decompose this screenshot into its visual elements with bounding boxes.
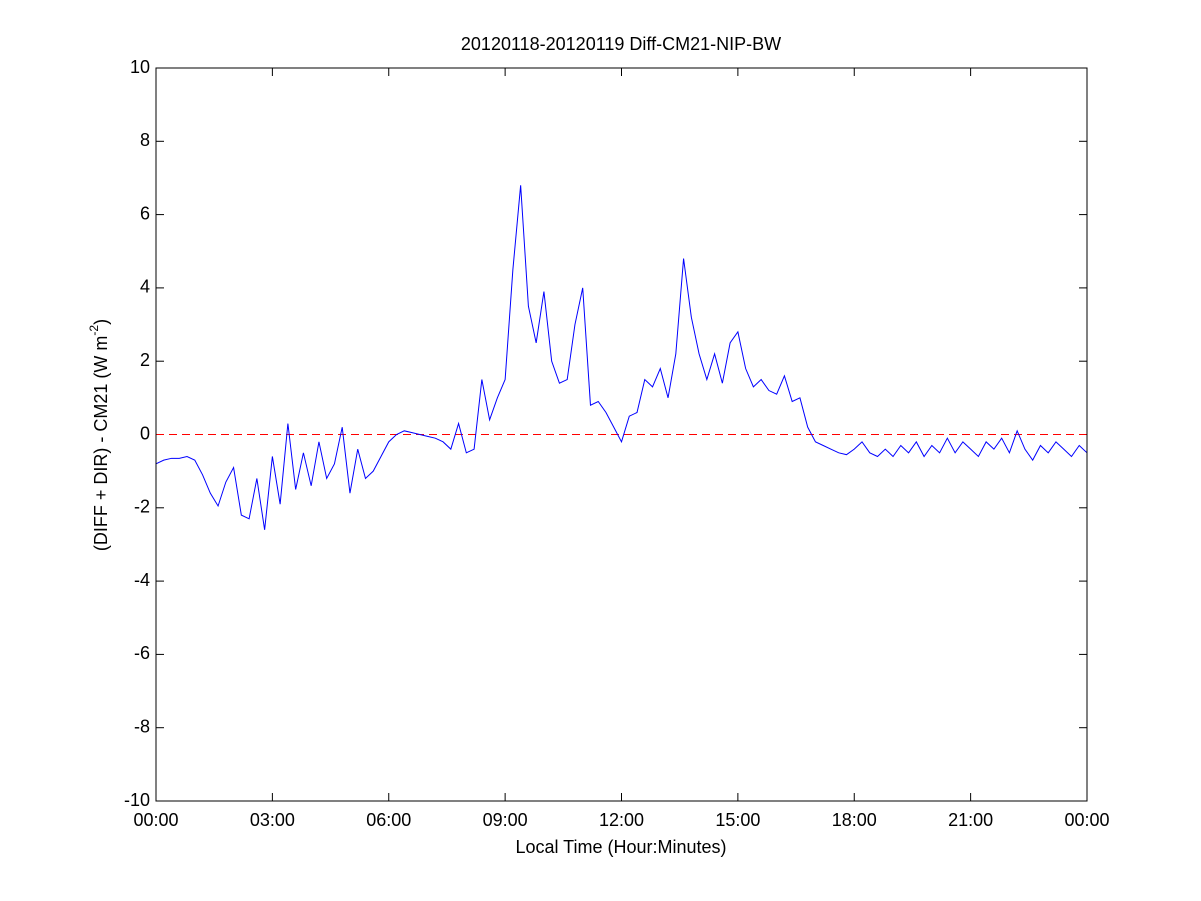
y-axis-label-end: ): [91, 319, 111, 325]
y-tick-label: -4: [134, 570, 150, 590]
data-line: [155, 185, 1088, 530]
x-tick-label: 09:00: [483, 810, 528, 830]
x-tick-label: 06:00: [366, 810, 411, 830]
plot-frame: [155, 67, 1088, 802]
x-tick-label: 00:00: [133, 810, 178, 830]
y-tick-label: 4: [140, 277, 150, 297]
y-axis-label: (DIFF + DIR) - CM21 (W m-2): [87, 319, 111, 551]
y-tick-label: 2: [140, 350, 150, 370]
y-tick-label: 10: [130, 57, 150, 77]
y-tick-label: 8: [140, 130, 150, 150]
y-tick-label: 6: [140, 203, 150, 223]
y-tick-label: -2: [134, 497, 150, 517]
y-axis-label-text: (DIFF + DIR) - CM21 (W m: [91, 336, 111, 551]
x-tick-label: 21:00: [948, 810, 993, 830]
x-tick-label: 00:00: [1064, 810, 1109, 830]
x-axis-label: Local Time (Hour:Minutes): [515, 837, 726, 857]
y-tick-label: -8: [134, 716, 150, 736]
y-tick-label: -10: [124, 790, 150, 810]
y-tick-label: -6: [134, 643, 150, 663]
x-tick-label: 03:00: [250, 810, 295, 830]
x-tick-label: 18:00: [832, 810, 877, 830]
chart-title: 20120118-20120119 Diff-CM21-NIP-BW: [461, 34, 781, 54]
x-tick-label: 15:00: [715, 810, 760, 830]
y-tick-label: 0: [140, 423, 150, 443]
y-axis-label-sup: -2: [87, 325, 101, 336]
x-tick-label: 12:00: [599, 810, 644, 830]
